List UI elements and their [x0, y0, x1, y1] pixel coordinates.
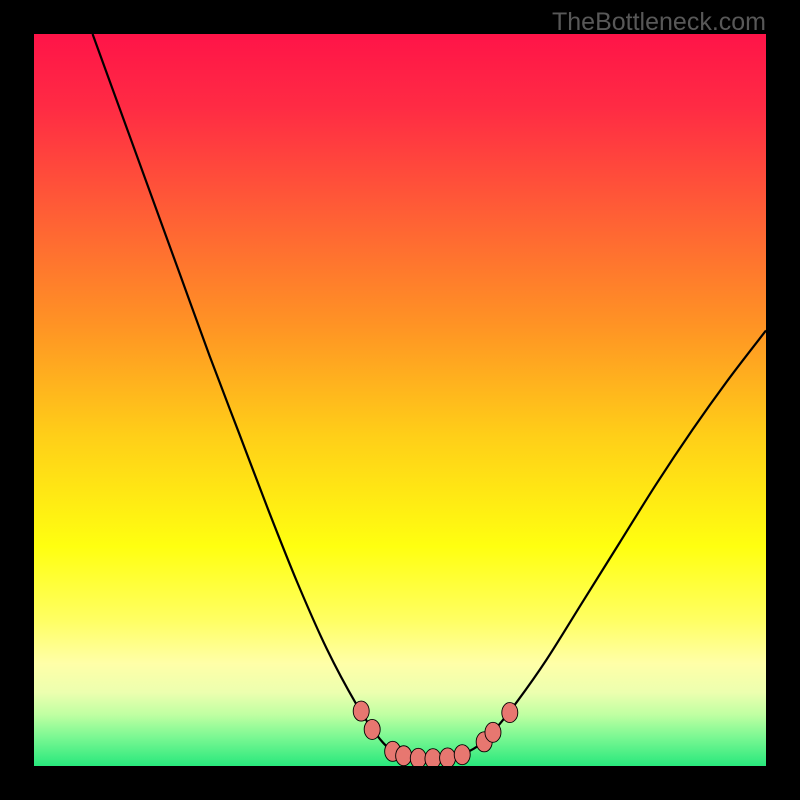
plot-area: [34, 34, 766, 766]
curve-marker: [364, 719, 380, 739]
curve-marker: [410, 748, 426, 766]
curve-marker: [396, 746, 412, 766]
curve-layer: [34, 34, 766, 766]
curve-marker: [485, 722, 501, 742]
watermark-text: TheBottleneck.com: [552, 8, 766, 37]
curve-marker: [353, 701, 369, 721]
curve-marker: [502, 703, 518, 723]
curve-marker: [425, 749, 441, 766]
curve-marker: [440, 748, 456, 766]
bottleneck-curve: [93, 34, 766, 759]
curve-marker: [454, 745, 470, 765]
